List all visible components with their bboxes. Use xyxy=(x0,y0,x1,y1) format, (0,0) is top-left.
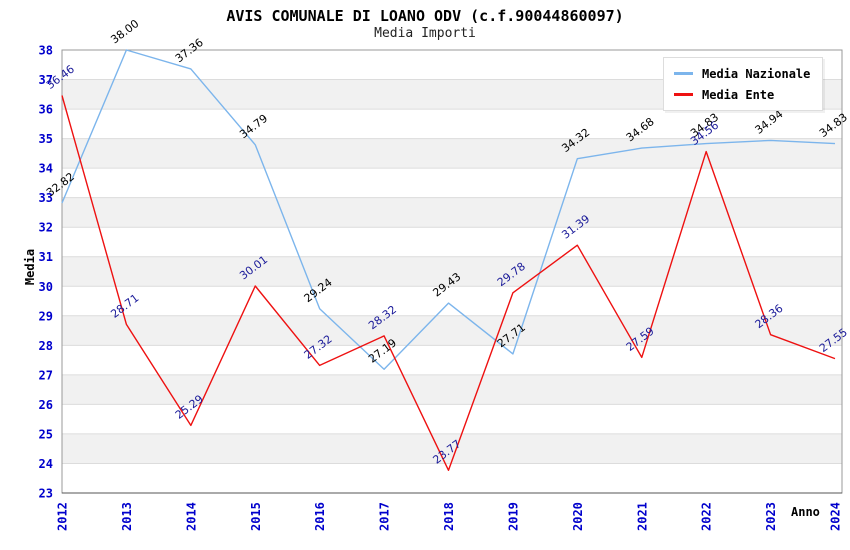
y-tick-label: 38 xyxy=(39,44,53,58)
data-point-label: 34.83 xyxy=(817,111,850,140)
x-tick-label: 2015 xyxy=(249,502,263,531)
legend-dash-icon xyxy=(674,93,693,96)
x-tick-label: 2023 xyxy=(764,502,778,531)
x-tick-label: 2013 xyxy=(120,502,134,531)
y-tick-label: 24 xyxy=(39,457,53,471)
y-tick-label: 32 xyxy=(39,221,53,235)
y-tick-label: 33 xyxy=(39,191,53,205)
x-tick-label: 2020 xyxy=(571,502,585,531)
series-line-media-ente xyxy=(61,95,836,471)
chart-subtitle: Media Importi xyxy=(374,26,476,41)
y-tick-label: 28 xyxy=(39,339,53,353)
x-tick-label: 2018 xyxy=(442,502,456,531)
chart-title: AVIS COMUNALE DI LOANO ODV (c.f.90044860… xyxy=(226,7,624,25)
y-tick-label: 37 xyxy=(39,73,53,87)
y-tick-label: 23 xyxy=(39,487,53,501)
y-tick-label: 26 xyxy=(39,398,53,412)
legend-item-media-nazionale: Media Nazionale xyxy=(674,63,810,84)
y-tick-label: 30 xyxy=(39,280,53,294)
x-tick-label: 2024 xyxy=(829,502,843,531)
y-tick-label: 27 xyxy=(39,368,53,382)
y-tick-label: 31 xyxy=(39,250,53,264)
data-point-label: 34.94 xyxy=(753,107,786,136)
x-axis-ticks: 2012 2013 2014 2015 2016 2017 2018 2019 2020 2021… xyxy=(56,502,843,531)
y-tick-label: 25 xyxy=(39,427,53,441)
x-tick-label: 2012 xyxy=(56,502,70,531)
legend-item-media-ente: Media Ente xyxy=(674,84,810,105)
x-tick-label: 2019 xyxy=(506,502,520,531)
y-tick-label: 34 xyxy=(39,162,53,176)
legend: Media Nazionale Media Ente xyxy=(663,57,824,111)
gridlines xyxy=(62,79,842,464)
data-point-label: 34.79 xyxy=(237,112,270,141)
series-line-media-nazionale xyxy=(61,49,836,370)
x-tick-label: 2016 xyxy=(313,502,327,531)
x-tick-label: 2021 xyxy=(635,502,649,531)
legend-label: Media Ente xyxy=(702,87,775,102)
x-tick-label: 2022 xyxy=(700,502,714,531)
y-axis-title: Media xyxy=(23,248,37,286)
x-tick-label: 2014 xyxy=(184,502,198,531)
legend-label: Media Nazionale xyxy=(702,66,811,81)
x-tick-label: 2017 xyxy=(378,502,392,531)
legend-dash-icon xyxy=(674,72,693,75)
y-tick-label: 35 xyxy=(39,132,53,146)
y-axis-ticks: 23 24 25 26 27 28 29 30 31 32 33 34 35 36 37 38 xyxy=(39,44,53,501)
y-tick-label: 36 xyxy=(39,103,53,117)
x-axis-title: Anno xyxy=(791,505,820,519)
y-tick-label: 29 xyxy=(39,309,53,323)
